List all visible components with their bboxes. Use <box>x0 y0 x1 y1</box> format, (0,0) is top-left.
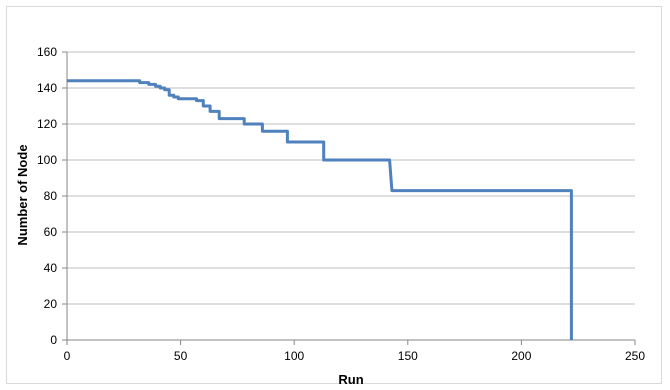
x-axis-title: Run <box>338 372 363 387</box>
axes <box>62 51 636 345</box>
y-tick-label: 0 <box>50 333 57 347</box>
y-tick-label: 100 <box>37 153 57 167</box>
gridlines <box>67 51 635 305</box>
y-tick-label: 160 <box>37 45 57 59</box>
y-tick-label: 20 <box>44 297 58 311</box>
y-tick-label: 60 <box>44 225 58 239</box>
x-tick-label: 100 <box>284 349 304 363</box>
tick-labels: 0 20 40 60 80 100 120 140 160 0 50 100 150 200 250 <box>37 45 645 363</box>
x-tick-label: 150 <box>398 349 418 363</box>
series-line-0 <box>67 79 573 340</box>
series-layer <box>67 79 573 340</box>
y-tick-label: 40 <box>44 261 58 275</box>
x-tick-label: 50 <box>174 349 188 363</box>
y-tick-label: 140 <box>37 81 57 95</box>
x-tick-label: 0 <box>64 349 71 363</box>
chart-area <box>6 6 662 384</box>
x-tick-label: 250 <box>625 349 645 363</box>
y-axis-title: Number of Node <box>15 144 30 245</box>
y-tick-label: 120 <box>37 117 57 131</box>
x-tick-label: 200 <box>511 349 531 363</box>
y-tick-label: 80 <box>44 189 58 203</box>
